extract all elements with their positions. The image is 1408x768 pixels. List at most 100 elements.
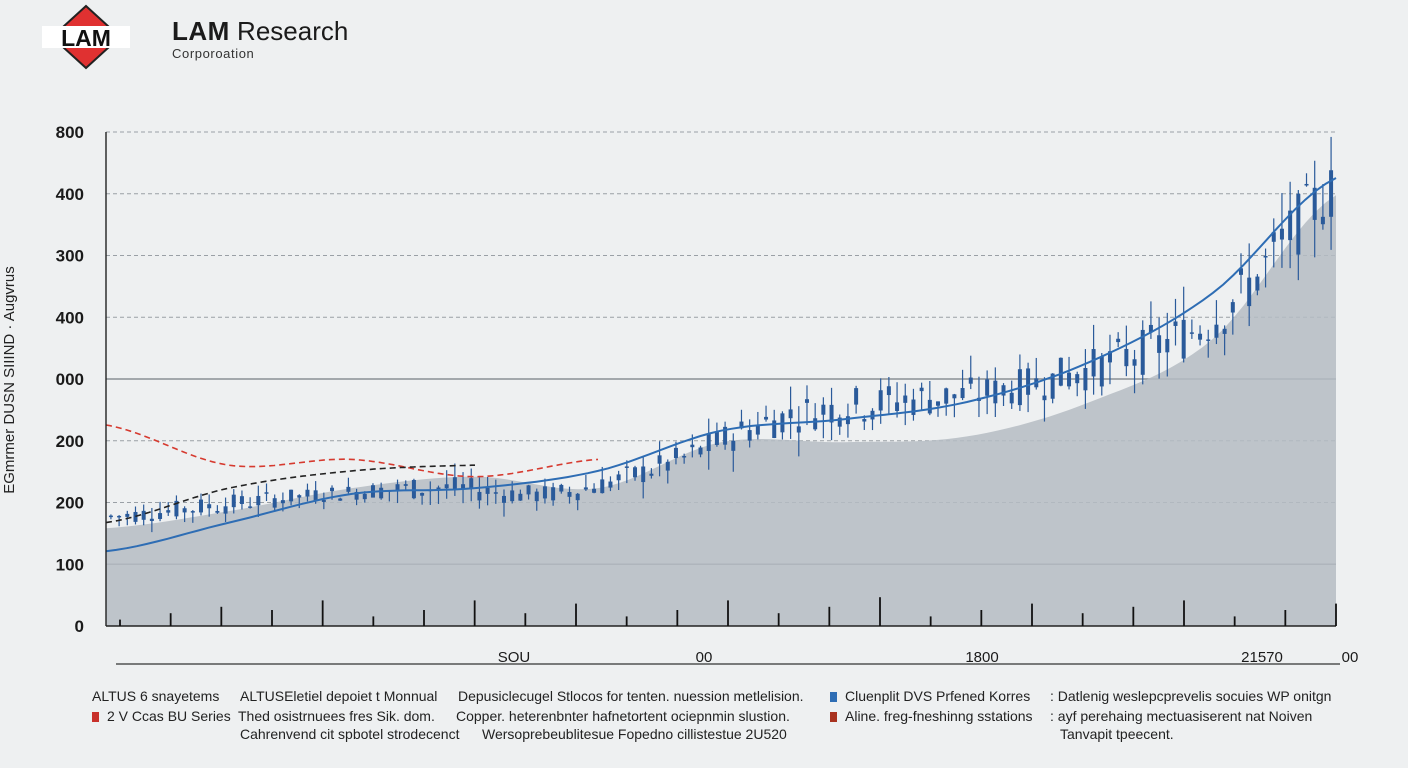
candle	[436, 485, 441, 504]
candle	[469, 468, 474, 502]
y-tick-label: 200	[56, 432, 84, 451]
candle	[616, 470, 621, 491]
candle-body	[690, 444, 695, 448]
candle	[1132, 349, 1137, 394]
candle-body	[1067, 372, 1072, 387]
candle-body	[256, 495, 261, 506]
candle-body	[1075, 374, 1080, 384]
legend-text: 2 V Ccas BU Series	[107, 708, 231, 724]
legend-text: Cluenplit DVS Prfened Korres	[845, 688, 1031, 704]
candle-body	[559, 484, 564, 492]
candle	[1198, 325, 1203, 346]
candle	[493, 479, 498, 504]
legend-text: Tanvapit tpeecent.	[1060, 726, 1174, 742]
candle-body	[755, 424, 760, 435]
candle	[706, 418, 711, 470]
candle	[895, 382, 900, 418]
candle	[1247, 243, 1252, 327]
candle	[747, 419, 752, 448]
candle-body	[305, 489, 310, 497]
candle-body	[1009, 392, 1014, 404]
candle-body	[1329, 170, 1334, 217]
candle-body	[1001, 385, 1006, 396]
candle	[1017, 354, 1022, 411]
candle	[976, 376, 981, 418]
candle	[198, 493, 203, 516]
candle	[141, 504, 146, 526]
candle-body	[1296, 193, 1301, 255]
candle-body	[501, 495, 506, 503]
candle-body	[190, 511, 195, 513]
candle	[1263, 248, 1268, 288]
candle	[166, 502, 171, 516]
candle-body	[330, 487, 335, 492]
candle-body	[1222, 328, 1227, 334]
candle-body	[804, 399, 809, 403]
candle-body	[1271, 232, 1276, 242]
candle	[1255, 274, 1260, 296]
candle	[936, 401, 941, 417]
candle-body	[346, 486, 351, 492]
candle	[600, 466, 605, 494]
candle-body	[895, 402, 900, 411]
candle-body	[747, 430, 752, 441]
candle-body	[731, 440, 736, 451]
y-tick-label: 300	[56, 247, 84, 266]
candle-body	[231, 494, 236, 508]
candle	[919, 382, 924, 410]
candle-body	[1124, 348, 1129, 367]
candle-body	[682, 456, 687, 458]
candle-body	[764, 416, 769, 420]
candle	[780, 411, 785, 440]
candle-body	[125, 513, 130, 517]
candle-body	[1042, 395, 1047, 401]
candle-body	[633, 467, 638, 478]
legend-text: Depusiclecugel Stlocos for tenten. nuess…	[458, 688, 804, 704]
candle	[1107, 334, 1112, 385]
candle-body	[1279, 228, 1284, 240]
candle-body	[239, 496, 244, 504]
candle-body	[919, 387, 924, 392]
candle-body	[174, 500, 179, 517]
candle-body	[854, 388, 859, 405]
candle-body	[444, 484, 449, 489]
candle	[985, 370, 990, 415]
candle	[354, 488, 359, 506]
candle-body	[985, 379, 990, 396]
candle	[1206, 329, 1211, 358]
candle-body	[1173, 321, 1178, 326]
candle-body	[354, 491, 359, 500]
candle-body	[1099, 356, 1104, 387]
candle	[567, 486, 572, 504]
candle-body	[837, 417, 842, 427]
candle	[346, 477, 351, 494]
logo-wordmark: LAM Research	[172, 16, 349, 46]
candle-body	[223, 506, 228, 514]
candle-body	[1148, 324, 1153, 333]
legend-text: Copper. heterenbnter hafnetortent ociepn…	[456, 708, 790, 724]
candle-body	[1239, 268, 1244, 275]
legend-item: 2 V Ccas BU Series	[92, 708, 231, 724]
candle	[444, 470, 449, 499]
candle-body	[362, 493, 367, 500]
candle-body	[706, 433, 711, 451]
candle	[1279, 193, 1284, 268]
legend-text: Cahrenvend cit spbotel strodecenct	[240, 726, 460, 742]
candle	[649, 468, 654, 479]
candle	[624, 460, 629, 484]
candle	[1067, 356, 1072, 390]
candle	[1189, 319, 1194, 339]
candle-body	[1165, 338, 1170, 353]
candle-body	[395, 484, 400, 491]
candle	[403, 480, 408, 491]
candle	[592, 483, 597, 494]
candle-body	[313, 490, 318, 502]
candle	[1009, 380, 1014, 409]
candle	[682, 453, 687, 464]
candle-body	[739, 421, 744, 429]
candle-body	[1214, 324, 1219, 338]
candle	[1042, 377, 1047, 422]
candle-body	[592, 488, 597, 493]
candle-body	[1140, 329, 1145, 375]
candle	[1058, 357, 1063, 387]
